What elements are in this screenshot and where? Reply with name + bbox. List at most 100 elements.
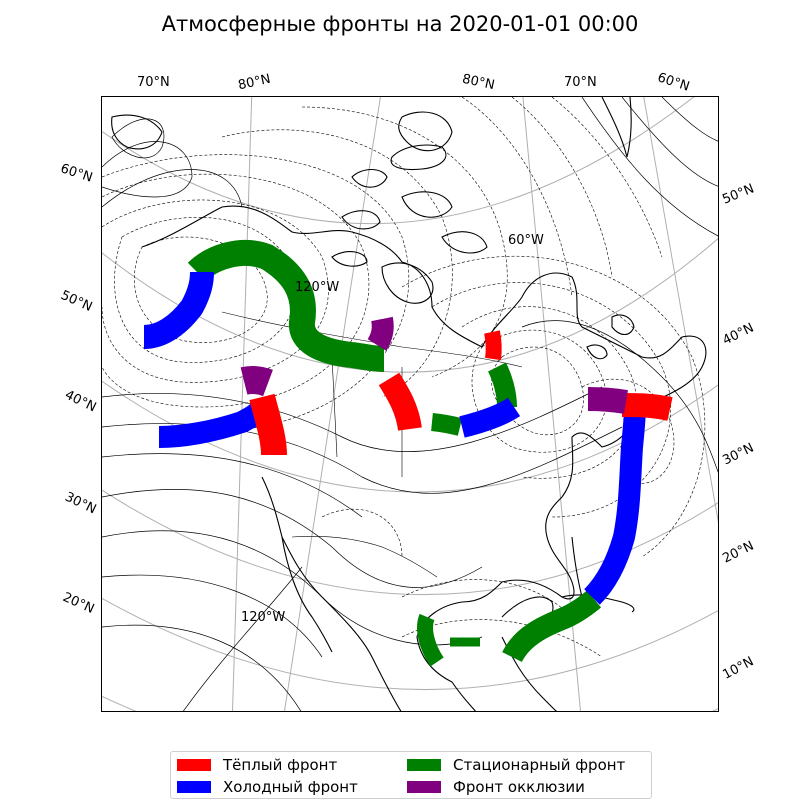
border-us-canada: [221, 311, 523, 368]
isobar-dashed: [401, 619, 603, 658]
isobar-dashed: [102, 173, 370, 408]
isobar-dashed: [321, 508, 403, 558]
isobar: [102, 453, 363, 518]
parallel-line: [102, 695, 718, 711]
isobar: [102, 169, 243, 208]
legend-label-stationary: Стационарный фронт: [453, 756, 626, 774]
front-cold: [583, 406, 646, 605]
border-us-mexico: [291, 536, 438, 578]
front-warm: [621, 393, 673, 421]
isobar: [581, 97, 718, 237]
front-occluded: [240, 365, 273, 397]
lon-label-top: 80°N: [236, 71, 272, 94]
coastline-nova: [586, 344, 608, 360]
isobar-dashed: [134, 236, 268, 343]
isobar: [102, 141, 193, 198]
coastline-arctic-3: [401, 191, 453, 218]
front-stationary: [431, 413, 463, 436]
legend-label-warm: Тёплый фронт: [223, 756, 338, 774]
lat-label-right: 20°N: [720, 538, 757, 567]
legend-label-occluded: Фронт окклюзии: [453, 778, 585, 796]
legend: Тёплый фронт Холодный фронт Стационарный…: [170, 751, 652, 799]
isobar: [102, 624, 302, 711]
inner-lon-label: 60°W: [508, 233, 544, 248]
lat-label-right: 40°N: [720, 320, 757, 349]
meridian-line: [643, 97, 718, 524]
coastline-baja: [281, 536, 333, 653]
front-stationary: [417, 613, 444, 667]
isobar-dashed: [511, 97, 613, 278]
legend-item-warm: Тёплый фронт: [177, 755, 337, 775]
coastline-arctic-6: [331, 251, 368, 267]
coastline-arctic-4: [341, 210, 381, 230]
lat-label-left: 20°N: [60, 589, 97, 618]
coastlines: [111, 97, 707, 711]
isobar-dashed: [581, 378, 675, 484]
coastline-greenland: [601, 97, 632, 158]
inner-lon-label: 120°W: [295, 280, 340, 295]
parallel-line: [102, 597, 718, 690]
isobar: [102, 386, 603, 452]
isobar-dashed: [461, 306, 637, 479]
lat-label-right: 50°N: [720, 181, 757, 208]
legend-swatch-occluded: [407, 781, 441, 793]
lon-label-top: 80°N: [460, 71, 496, 94]
border-state: [331, 356, 338, 458]
parallel-line: [102, 97, 695, 225]
isobar: [621, 97, 718, 187]
isobar-dashed: [401, 579, 573, 618]
isobar: [661, 97, 718, 142]
isobar: [111, 118, 165, 159]
front-cold: [459, 397, 521, 438]
coastline-newfoundland: [611, 314, 635, 336]
map-frame: 60°W 120°W 120°W: [101, 96, 719, 712]
inner-lon-label: 120°W: [241, 610, 286, 625]
isobar: [521, 320, 718, 473]
meridian-line: [231, 97, 253, 711]
legend-swatch-stationary: [407, 759, 441, 771]
lon-label-top: 60°N: [655, 70, 692, 95]
lat-label-left: 30°N: [62, 489, 99, 518]
coastline-arctic-5: [441, 231, 488, 254]
isobar-dashed: [301, 106, 508, 378]
legend-swatch-warm: [177, 759, 211, 771]
coastline-west: [261, 476, 402, 711]
front-cold: [143, 271, 214, 349]
chart-title: Атмосферные фронты на 2020-01-01 00:00: [161, 12, 639, 36]
parallel-line: [102, 489, 718, 595]
lat-label-left: 40°N: [62, 387, 99, 416]
lat-label-right: 30°N: [720, 440, 757, 469]
front-warm: [484, 330, 502, 361]
front-occluded: [367, 316, 394, 351]
isobar-dashed: [102, 154, 410, 433]
front-warm: [249, 393, 287, 456]
isobar-dashed: [471, 329, 607, 453]
legend-item-occluded: Фронт окклюзии: [407, 777, 585, 797]
coastline-main: [141, 205, 707, 711]
lon-label-top: 70°N: [137, 75, 170, 90]
lat-label-left: 50°N: [58, 287, 95, 316]
lat-label-right: 10°N: [720, 654, 757, 683]
coastline-baffin: [398, 111, 453, 152]
lon-label-top: 70°N: [564, 75, 597, 90]
fronts: [143, 240, 673, 667]
isobars-dashed: [102, 97, 706, 658]
lat-label-left: 60°N: [58, 161, 95, 186]
isobar-dashed: [221, 129, 453, 398]
legend-swatch-cold: [177, 781, 211, 793]
coastline-hudson: [381, 262, 434, 304]
isobar-dashed: [401, 255, 706, 558]
isobar-dashed: [114, 217, 297, 363]
isobar-dashed: [461, 97, 573, 298]
legend-item-cold: Холодный фронт: [177, 777, 358, 797]
isobar: [102, 488, 483, 588]
coastline-alaska: [111, 114, 163, 150]
isobar: [102, 574, 323, 658]
front-stationary: [187, 240, 385, 372]
map-canvas: [102, 97, 718, 711]
coastline-cuba: [561, 594, 635, 613]
isobar: [183, 566, 303, 711]
coastline-arctic-2: [351, 168, 388, 188]
legend-item-stationary: Стационарный фронт: [407, 755, 625, 775]
isobar-dashed: [491, 346, 584, 436]
